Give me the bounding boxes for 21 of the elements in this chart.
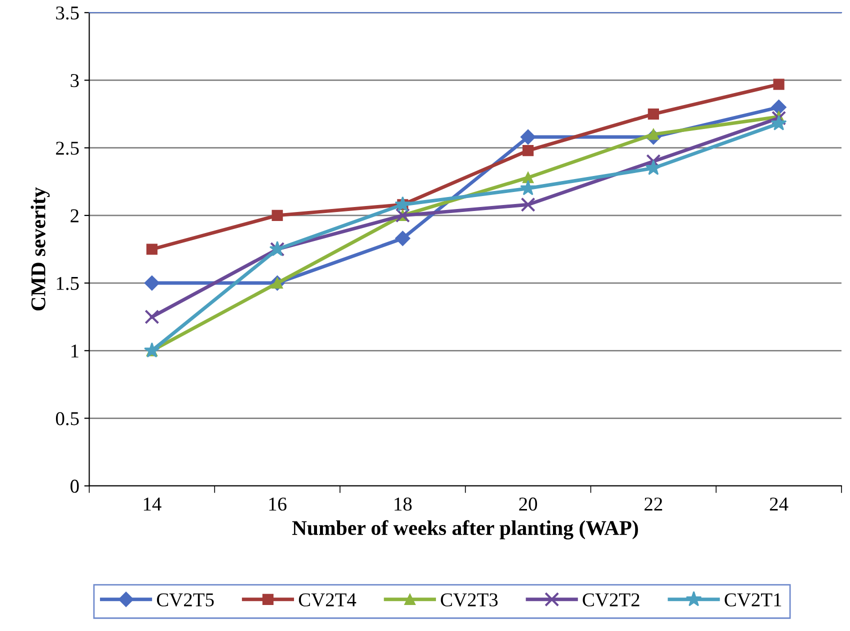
y-tick-label: 0.5 xyxy=(56,412,79,426)
legend-label: CV2T5 xyxy=(156,593,214,606)
y-tick-label: 2 xyxy=(70,209,78,222)
y-tick-label: 1 xyxy=(72,344,78,358)
legend-label: CV2T3 xyxy=(440,593,498,606)
y-tick-label: 3.5 xyxy=(56,6,79,20)
y-axis-title: CMD severity xyxy=(30,187,50,310)
x-tick-label: 14 xyxy=(144,498,162,510)
x-tick-label: 16 xyxy=(269,498,286,511)
x-axis-title: Number of weeks after planting (WAP) xyxy=(292,520,638,540)
y-tick-label: 3 xyxy=(70,74,79,88)
x-tick-label: 18 xyxy=(394,498,412,511)
legend-label: CV2T4 xyxy=(298,593,356,606)
y-tick-label: 2.5 xyxy=(56,142,79,155)
x-tick-label: 22 xyxy=(644,498,662,510)
y-tick-label: 0 xyxy=(70,480,79,493)
x-tick-label: 20 xyxy=(519,498,538,511)
legend-label: CV2T2 xyxy=(582,593,640,606)
legend-label: CV2T1 xyxy=(724,593,782,606)
y-tick-label: 1.5 xyxy=(56,276,79,290)
x-tick-label: 24 xyxy=(770,498,788,510)
